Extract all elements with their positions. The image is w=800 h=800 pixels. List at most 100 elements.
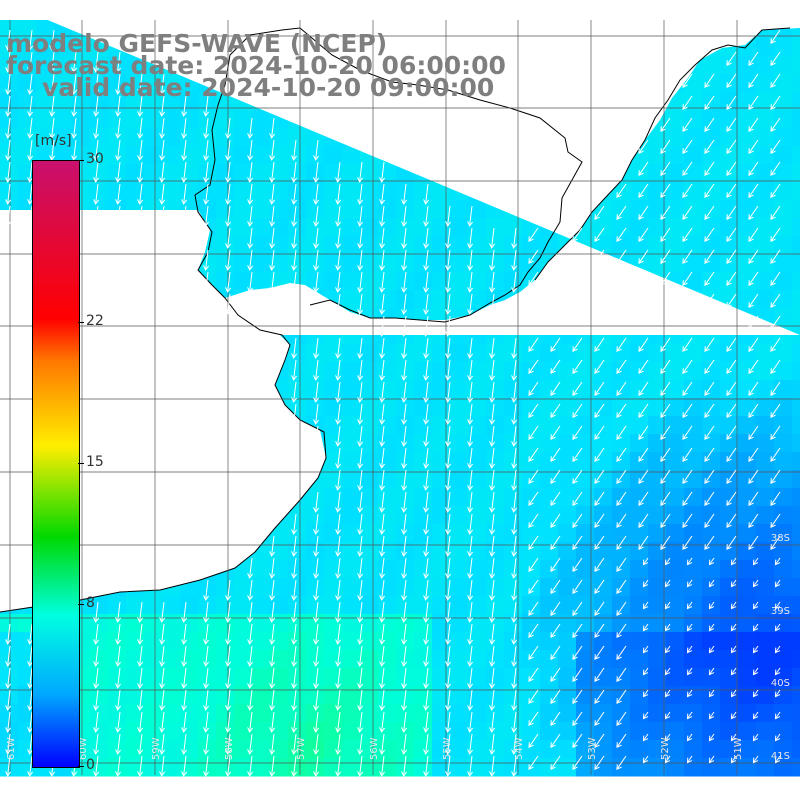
wind-arrow-head [642,559,649,566]
wind-arrow-head [423,749,430,755]
wind-arrow-head [445,595,452,601]
wind-cell [360,164,379,183]
wind-arrow [491,601,495,622]
wind-cell [306,632,325,651]
wind-arrow [616,733,627,748]
wind-cell [558,704,577,723]
wind-arrow-head [467,573,474,579]
wind-cell [522,650,541,669]
wind-cell [324,200,343,219]
wind-arrow [403,535,407,556]
wind-cell [756,686,775,705]
wind-cell [468,290,487,309]
wind-arrow [726,293,737,308]
wind-arrow-head [203,727,210,733]
wind-arrow [249,711,253,732]
wind-arrow-head [770,38,776,45]
wind-arrow-head [752,757,759,764]
wind-arrow [616,601,627,616]
wind-cell [288,578,307,597]
wind-arrow [513,689,517,710]
wind-arrow [709,733,715,741]
wind-arrow [359,579,363,600]
wind-cell [180,164,199,183]
wind-arrow [638,403,649,418]
wind-arrow [550,601,561,616]
wind-cell [360,596,379,615]
wind-arrow-head [730,691,737,698]
wind-arrow-head [423,441,430,447]
wind-cell [756,128,775,147]
wind-cell [414,524,433,543]
wind-arrow-head [664,713,671,720]
wind-arrow [682,227,693,242]
wind-arrow-head [269,595,276,601]
wind-cell [720,146,739,165]
wind-arrow-head [528,368,534,375]
wind-cell [738,722,757,741]
wind-cell [756,38,775,57]
wind-arrow [359,183,363,204]
wind-arrow-head [379,705,386,711]
wind-cell [720,740,739,759]
wind-arrow [491,469,495,490]
wind-arrow-head [5,177,12,183]
wind-cell [198,722,217,741]
wind-arrow [748,359,759,374]
wind-arrow [95,139,99,160]
wind-arrow [271,711,275,732]
wind-arrow-head [752,625,759,632]
wind-cell [0,56,19,75]
wind-arrow [594,359,605,374]
wind-cell [108,668,127,687]
wind-cell [252,758,271,777]
wind-arrow-head [682,478,688,485]
wind-cell [684,344,703,363]
wind-arrow [293,337,297,358]
wind-arrow [748,271,759,286]
wind-cell [450,416,469,435]
wind-cell [288,146,307,165]
wind-arrow [249,755,253,776]
wind-cell [288,614,307,633]
wind-arrow [528,227,539,242]
wind-cell [792,650,800,669]
wind-arrow-head [115,705,122,711]
wind-arrow-head [247,177,254,183]
wind-arrow-head [752,647,759,654]
wind-arrow [359,601,363,622]
wind-cell [396,704,415,723]
wind-arrow-head [511,617,518,623]
wind-cell [684,650,703,669]
wind-arrow-head [682,192,688,199]
wind-arrow-head [528,654,534,661]
lon-label: 53W [587,737,598,760]
wind-cell [270,146,289,165]
wind-arrow-head [247,617,254,623]
wind-cell [432,200,451,219]
wind-arrow-head [27,111,34,117]
wind-cell [558,686,577,705]
wind-arrow-head [181,133,188,139]
wind-cell [576,452,595,471]
wind-cell [648,524,667,543]
wind-arrow [337,469,341,490]
wind-arrow-head [511,419,518,425]
wind-cell [180,704,199,723]
wind-arrow-head [616,412,622,419]
wind-cell [234,254,253,273]
wind-cell [468,524,487,543]
wind-cell [468,200,487,219]
wind-cell [288,398,307,417]
wind-cell [468,380,487,399]
wind-cell [198,110,217,129]
wind-arrow [381,183,385,204]
wind-arrow-head [445,551,452,557]
wind-arrow-head [93,133,100,139]
wind-arrow [403,249,407,270]
wind-arrow [29,73,33,94]
wind-arrow [403,403,407,424]
wind-cell [342,218,361,237]
wind-arrow [528,755,539,770]
wind-arrow-head [748,148,754,155]
